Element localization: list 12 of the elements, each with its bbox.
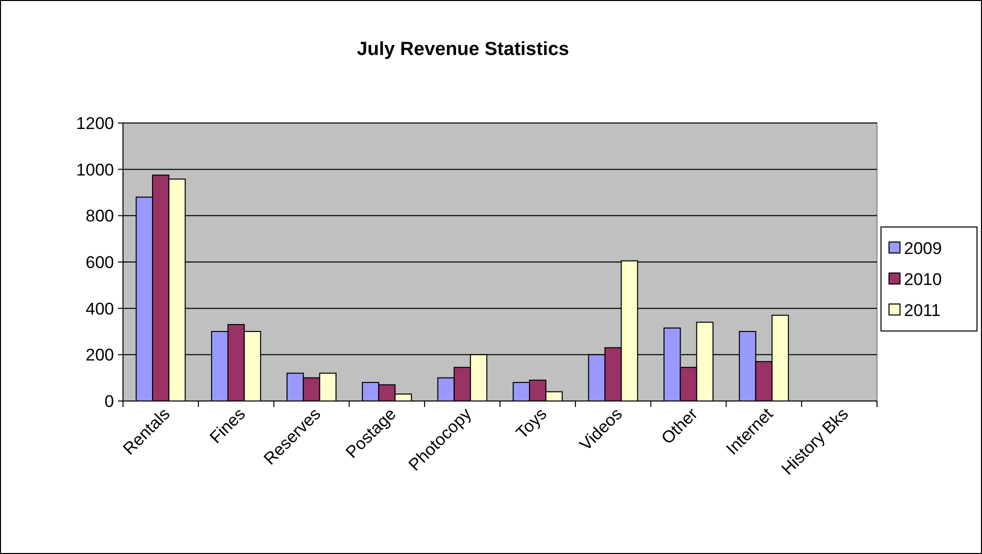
y-tick-label: 400 [86,299,114,318]
y-tick-label: 1200 [76,114,114,133]
y-tick-label: 600 [86,252,114,272]
y-tick-label: 200 [86,346,114,365]
legend-label: 2009 [904,238,942,258]
y-tick-label: 0 [104,392,114,411]
legend-label: 2010 [904,270,942,289]
legend-label: 2011 [904,300,941,320]
y-tick-label: 1000 [76,160,114,180]
chart-title: July Revenue Statistics [356,39,570,60]
x-tick-label: Toys [512,404,551,443]
y-tick-label: 800 [86,206,114,226]
